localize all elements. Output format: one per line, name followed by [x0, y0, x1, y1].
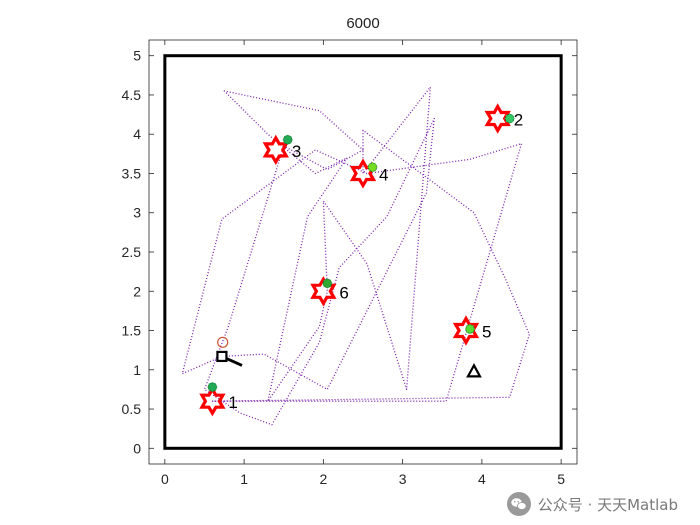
x-tick-label: 0 [161, 471, 169, 487]
green-marker-ray [323, 279, 332, 288]
green-marker-ray [368, 163, 377, 172]
watermark: 公众号 · 天天Matlab [506, 491, 678, 517]
target-label: 5 [482, 323, 491, 342]
y-axis-tick-labels: 0 0.5 1 1.5 2 2.5 3 3.5 4 4.5 5 [122, 48, 142, 457]
y-tick-label: 2.5 [122, 244, 142, 260]
y-tick-label: 3 [133, 205, 141, 221]
y-tick-label: 4.5 [122, 87, 142, 103]
green-marker-ray [505, 114, 514, 123]
axis-ticks [149, 40, 577, 464]
y-tick-label: 1 [133, 362, 141, 378]
y-tick-label: 3.5 [122, 165, 142, 181]
target-label: 1 [228, 393, 237, 412]
y-tick-label: 0.5 [122, 401, 142, 417]
x-tick-label: 3 [399, 471, 407, 487]
watermark-text: 公众号 · 天天Matlab [537, 495, 678, 514]
goal-triangle-marker [466, 363, 482, 378]
x-tick-label: 1 [240, 471, 248, 487]
target-star-marker [310, 276, 337, 307]
wechat-icon [506, 492, 531, 516]
green-marker [367, 162, 378, 173]
green-marker-ray [466, 325, 474, 333]
y-tick-label: 4 [133, 126, 141, 142]
green-marker [504, 113, 515, 124]
green-marker [322, 278, 333, 289]
target-star-marker [484, 103, 511, 134]
start-circle-marker [217, 336, 229, 348]
chart-title: 6000 [346, 15, 379, 32]
y-tick-label: 2 [133, 283, 141, 299]
green-marker-ray [208, 383, 217, 391]
green-marker [282, 134, 293, 145]
target-label: 4 [379, 165, 388, 184]
target-label: 2 [514, 111, 523, 130]
x-tick-label: 2 [319, 471, 327, 487]
target-star-marker [452, 315, 480, 346]
x-tick-label: 5 [557, 471, 565, 487]
y-tick-label: 5 [133, 48, 141, 64]
green-marker [465, 323, 475, 334]
y-tick-label: 1.5 [122, 323, 142, 339]
arena-boundary [163, 54, 563, 450]
target-star-marker [199, 386, 226, 417]
plot-area [148, 39, 578, 465]
green-marker [207, 382, 218, 393]
agent-square-marker [216, 350, 228, 363]
targets-layer: 1 2 3 4 5 6 [199, 103, 523, 417]
x-tick-label: 4 [478, 471, 486, 487]
target-label: 3 [292, 142, 301, 161]
y-tick-label: 0 [133, 440, 141, 456]
green-marker-ray [283, 135, 292, 144]
arena-boundary-layer [163, 54, 563, 450]
target-label: 6 [339, 283, 348, 302]
x-axis-tick-labels: 0 1 2 3 4 5 [161, 471, 565, 487]
markers-layer [207, 113, 515, 393]
